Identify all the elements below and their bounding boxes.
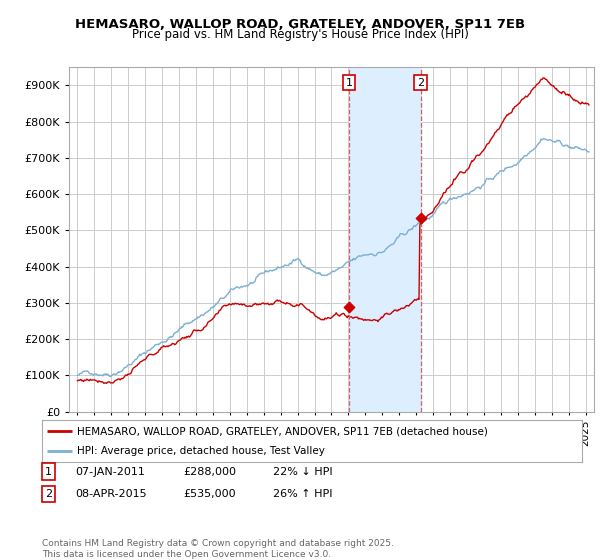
- Text: 22% ↓ HPI: 22% ↓ HPI: [273, 466, 332, 477]
- Text: HEMASARO, WALLOP ROAD, GRATELEY, ANDOVER, SP11 7EB: HEMASARO, WALLOP ROAD, GRATELEY, ANDOVER…: [75, 18, 525, 31]
- Text: Price paid vs. HM Land Registry's House Price Index (HPI): Price paid vs. HM Land Registry's House …: [131, 28, 469, 41]
- Text: 26% ↑ HPI: 26% ↑ HPI: [273, 489, 332, 499]
- Text: 1: 1: [346, 78, 352, 88]
- Text: 2: 2: [45, 489, 52, 499]
- Text: Contains HM Land Registry data © Crown copyright and database right 2025.
This d: Contains HM Land Registry data © Crown c…: [42, 539, 394, 559]
- Text: 2: 2: [417, 78, 424, 88]
- Text: £535,000: £535,000: [183, 489, 236, 499]
- Text: £288,000: £288,000: [183, 466, 236, 477]
- Bar: [349, 67, 421, 412]
- Text: HPI: Average price, detached house, Test Valley: HPI: Average price, detached house, Test…: [77, 446, 325, 456]
- Point: [344, 303, 354, 312]
- Text: 07-JAN-2011: 07-JAN-2011: [75, 466, 145, 477]
- Text: HEMASARO, WALLOP ROAD, GRATELEY, ANDOVER, SP11 7EB (detached house): HEMASARO, WALLOP ROAD, GRATELEY, ANDOVER…: [77, 426, 488, 436]
- Point: [416, 213, 425, 222]
- Text: 1: 1: [45, 466, 52, 477]
- Text: 08-APR-2015: 08-APR-2015: [75, 489, 146, 499]
